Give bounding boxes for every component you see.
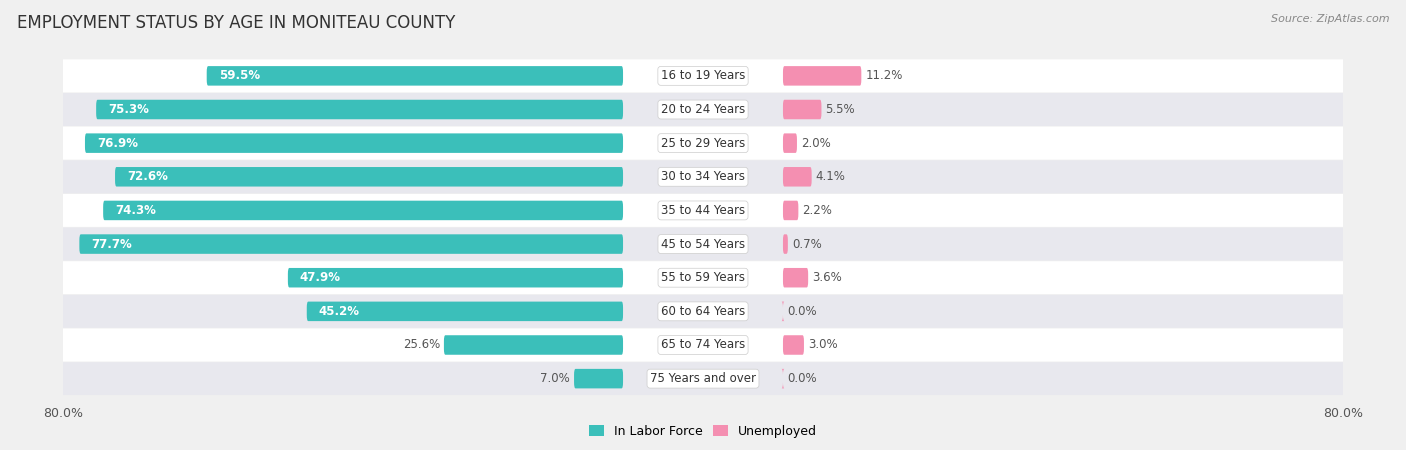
Text: 25 to 29 Years: 25 to 29 Years — [661, 137, 745, 150]
Legend: In Labor Force, Unemployed: In Labor Force, Unemployed — [583, 420, 823, 443]
Text: Source: ZipAtlas.com: Source: ZipAtlas.com — [1271, 14, 1389, 23]
Text: 35 to 44 Years: 35 to 44 Years — [661, 204, 745, 217]
Text: 25.6%: 25.6% — [402, 338, 440, 351]
FancyBboxPatch shape — [307, 302, 623, 321]
FancyBboxPatch shape — [59, 93, 1347, 126]
Text: 0.0%: 0.0% — [787, 305, 817, 318]
FancyBboxPatch shape — [59, 261, 1347, 294]
FancyBboxPatch shape — [59, 362, 1347, 395]
FancyBboxPatch shape — [783, 133, 797, 153]
Text: 60 to 64 Years: 60 to 64 Years — [661, 305, 745, 318]
Text: 75 Years and over: 75 Years and over — [650, 372, 756, 385]
Text: 45.2%: 45.2% — [319, 305, 360, 318]
Text: 59.5%: 59.5% — [219, 69, 260, 82]
FancyBboxPatch shape — [782, 302, 785, 321]
FancyBboxPatch shape — [574, 369, 623, 388]
Text: 55 to 59 Years: 55 to 59 Years — [661, 271, 745, 284]
Text: 2.0%: 2.0% — [801, 137, 831, 150]
FancyBboxPatch shape — [59, 59, 1347, 92]
Text: EMPLOYMENT STATUS BY AGE IN MONITEAU COUNTY: EMPLOYMENT STATUS BY AGE IN MONITEAU COU… — [17, 14, 456, 32]
FancyBboxPatch shape — [783, 167, 811, 187]
Text: 65 to 74 Years: 65 to 74 Years — [661, 338, 745, 351]
Text: 47.9%: 47.9% — [299, 271, 340, 284]
FancyBboxPatch shape — [783, 234, 787, 254]
Text: 4.1%: 4.1% — [815, 170, 845, 183]
Text: 76.9%: 76.9% — [97, 137, 138, 150]
FancyBboxPatch shape — [783, 268, 808, 288]
Text: 3.6%: 3.6% — [813, 271, 842, 284]
FancyBboxPatch shape — [84, 133, 623, 153]
FancyBboxPatch shape — [783, 201, 799, 220]
Text: 72.6%: 72.6% — [127, 170, 167, 183]
Text: 0.0%: 0.0% — [787, 372, 817, 385]
Text: 30 to 34 Years: 30 to 34 Years — [661, 170, 745, 183]
Text: 45 to 54 Years: 45 to 54 Years — [661, 238, 745, 251]
FancyBboxPatch shape — [59, 328, 1347, 361]
FancyBboxPatch shape — [59, 160, 1347, 193]
Text: 7.0%: 7.0% — [540, 372, 569, 385]
FancyBboxPatch shape — [288, 268, 623, 288]
Text: 5.5%: 5.5% — [825, 103, 855, 116]
FancyBboxPatch shape — [59, 295, 1347, 328]
FancyBboxPatch shape — [115, 167, 623, 187]
FancyBboxPatch shape — [103, 201, 623, 220]
FancyBboxPatch shape — [59, 228, 1347, 261]
FancyBboxPatch shape — [783, 100, 821, 119]
FancyBboxPatch shape — [444, 335, 623, 355]
Text: 11.2%: 11.2% — [865, 69, 903, 82]
Text: 20 to 24 Years: 20 to 24 Years — [661, 103, 745, 116]
FancyBboxPatch shape — [59, 194, 1347, 227]
Text: 3.0%: 3.0% — [808, 338, 838, 351]
Text: 2.2%: 2.2% — [803, 204, 832, 217]
FancyBboxPatch shape — [207, 66, 623, 86]
Text: 74.3%: 74.3% — [115, 204, 156, 217]
FancyBboxPatch shape — [783, 66, 862, 86]
Text: 16 to 19 Years: 16 to 19 Years — [661, 69, 745, 82]
FancyBboxPatch shape — [782, 369, 785, 388]
FancyBboxPatch shape — [96, 100, 623, 119]
Text: 77.7%: 77.7% — [91, 238, 132, 251]
Text: 75.3%: 75.3% — [108, 103, 149, 116]
FancyBboxPatch shape — [59, 126, 1347, 160]
Text: 0.7%: 0.7% — [792, 238, 821, 251]
FancyBboxPatch shape — [783, 335, 804, 355]
FancyBboxPatch shape — [79, 234, 623, 254]
